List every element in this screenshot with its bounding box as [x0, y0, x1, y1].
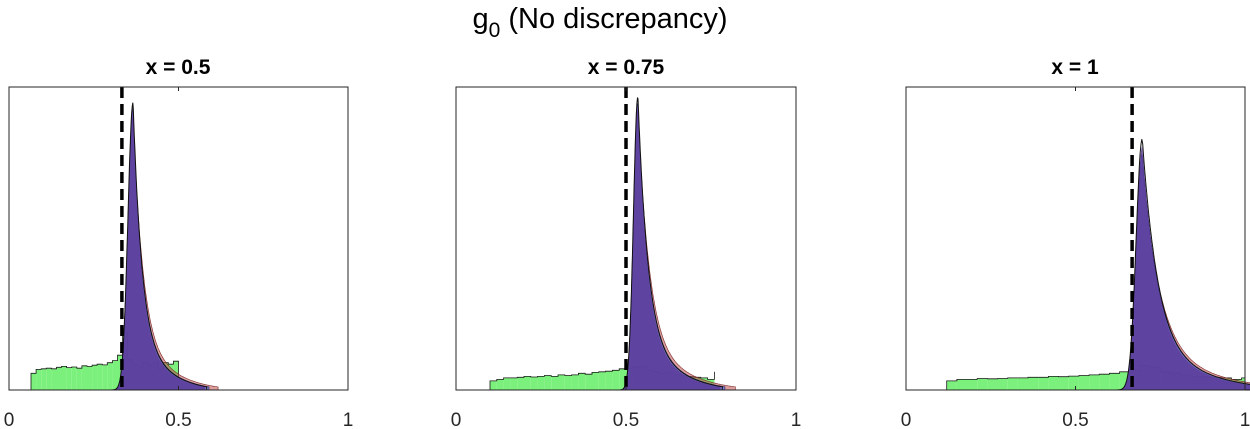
- density-black: [611, 97, 723, 391]
- x-ticks: 0 0.5 1: [901, 87, 1250, 429]
- histogram-bar: [997, 378, 1008, 390]
- histogram-bar: [1028, 377, 1039, 390]
- x-tick-label: 0: [451, 410, 462, 429]
- histogram-bar: [87, 366, 93, 390]
- histogram-bar: [585, 374, 592, 390]
- density-overlap: [102, 111, 206, 390]
- histogram-bar: [571, 374, 579, 391]
- histogram-bar: [1099, 374, 1110, 390]
- histogram-bar: [558, 374, 565, 391]
- histogram-bar: [56, 367, 62, 390]
- histogram-bar: [524, 376, 531, 390]
- subplot-title: x = 0.75: [588, 56, 665, 79]
- histogram-bar: [102, 364, 108, 390]
- histogram-bar: [1007, 377, 1018, 390]
- histogram-bar: [97, 364, 103, 390]
- x-tick-label: 1: [791, 410, 802, 429]
- plot-background: [906, 87, 1245, 390]
- histogram-bar: [61, 366, 67, 390]
- histogram-bar: [592, 372, 599, 390]
- histogram-bar: [612, 370, 620, 390]
- histogram-bar: [112, 360, 118, 390]
- histogram-bar: [1089, 374, 1100, 391]
- histogram-bar: [51, 368, 57, 390]
- histogram-bar: [107, 362, 113, 390]
- histogram-bar: [530, 377, 538, 390]
- histogram-bar: [517, 377, 524, 390]
- plot-background: [456, 87, 796, 390]
- x-tick-label: 0: [4, 410, 15, 429]
- histogram-bar: [578, 373, 586, 390]
- subplot-2: x = 0.75 0 0.5 1: [451, 56, 802, 429]
- histogram-bar: [496, 379, 504, 390]
- histogram-bar: [66, 367, 72, 390]
- histogram-bar: [564, 375, 572, 390]
- histogram-bar: [41, 368, 47, 390]
- histogram-bar: [619, 368, 626, 390]
- histogram-bar: [1109, 373, 1120, 390]
- histogram-bar: [551, 376, 558, 390]
- histogram-bar: [31, 373, 37, 390]
- histogram-bar: [117, 355, 123, 390]
- subplot-title: x = 0.5: [146, 56, 211, 79]
- histogram-bar: [598, 371, 606, 390]
- histogram-bar: [967, 379, 978, 390]
- density-curves: [611, 97, 736, 391]
- subplot-1: x = 0.5 0 0.5 1: [4, 56, 354, 429]
- x-ticks: 0 0.5 1: [451, 87, 802, 429]
- density-overlap: [611, 105, 721, 390]
- x-tick-label: 1: [343, 410, 354, 429]
- density-black: [102, 102, 208, 391]
- histogram-bar: [977, 378, 988, 390]
- histogram-bar: [92, 365, 98, 390]
- histogram-bar: [503, 377, 511, 390]
- x-tick-label: 1: [1240, 410, 1250, 429]
- histogram-bar: [544, 375, 552, 390]
- x-tick-label: 0.5: [613, 410, 639, 429]
- histogram-bar: [946, 380, 957, 390]
- histogram-bar: [1078, 375, 1090, 390]
- histogram-bar: [605, 371, 613, 390]
- histogram-bar: [36, 369, 42, 390]
- subplot-title: x = 1: [1051, 56, 1099, 79]
- histogram-bar: [1068, 376, 1079, 390]
- histogram-bar: [537, 376, 545, 390]
- histogram-bar: [1038, 377, 1049, 390]
- histogram-bar: [1017, 377, 1029, 390]
- density-curves: [1105, 139, 1250, 391]
- density-overlap: [1105, 146, 1250, 390]
- histogram-bar: [1119, 371, 1130, 390]
- density-black: [1105, 139, 1250, 391]
- subplot-3: x = 1 0 0.5 1: [901, 56, 1250, 429]
- figure-title: g0 (No discrepancy): [472, 3, 727, 42]
- x-tick-label: 0.5: [1062, 410, 1088, 429]
- histogram-bar: [46, 368, 52, 390]
- plot-background: [9, 87, 348, 390]
- histogram-bar: [76, 368, 82, 390]
- histogram-bar: [71, 367, 77, 390]
- x-ticks: 0 0.5 1: [4, 87, 354, 429]
- histogram-bar: [490, 380, 497, 390]
- histogram-bar: [956, 379, 968, 390]
- x-tick-label: 0: [901, 410, 912, 429]
- histogram-bar: [510, 377, 518, 390]
- x-tick-label: 0.5: [165, 410, 191, 429]
- histogram-bar: [1048, 376, 1059, 390]
- histogram-bar: [1058, 376, 1069, 390]
- histogram-bar: [987, 378, 998, 390]
- histogram-bar: [81, 365, 87, 390]
